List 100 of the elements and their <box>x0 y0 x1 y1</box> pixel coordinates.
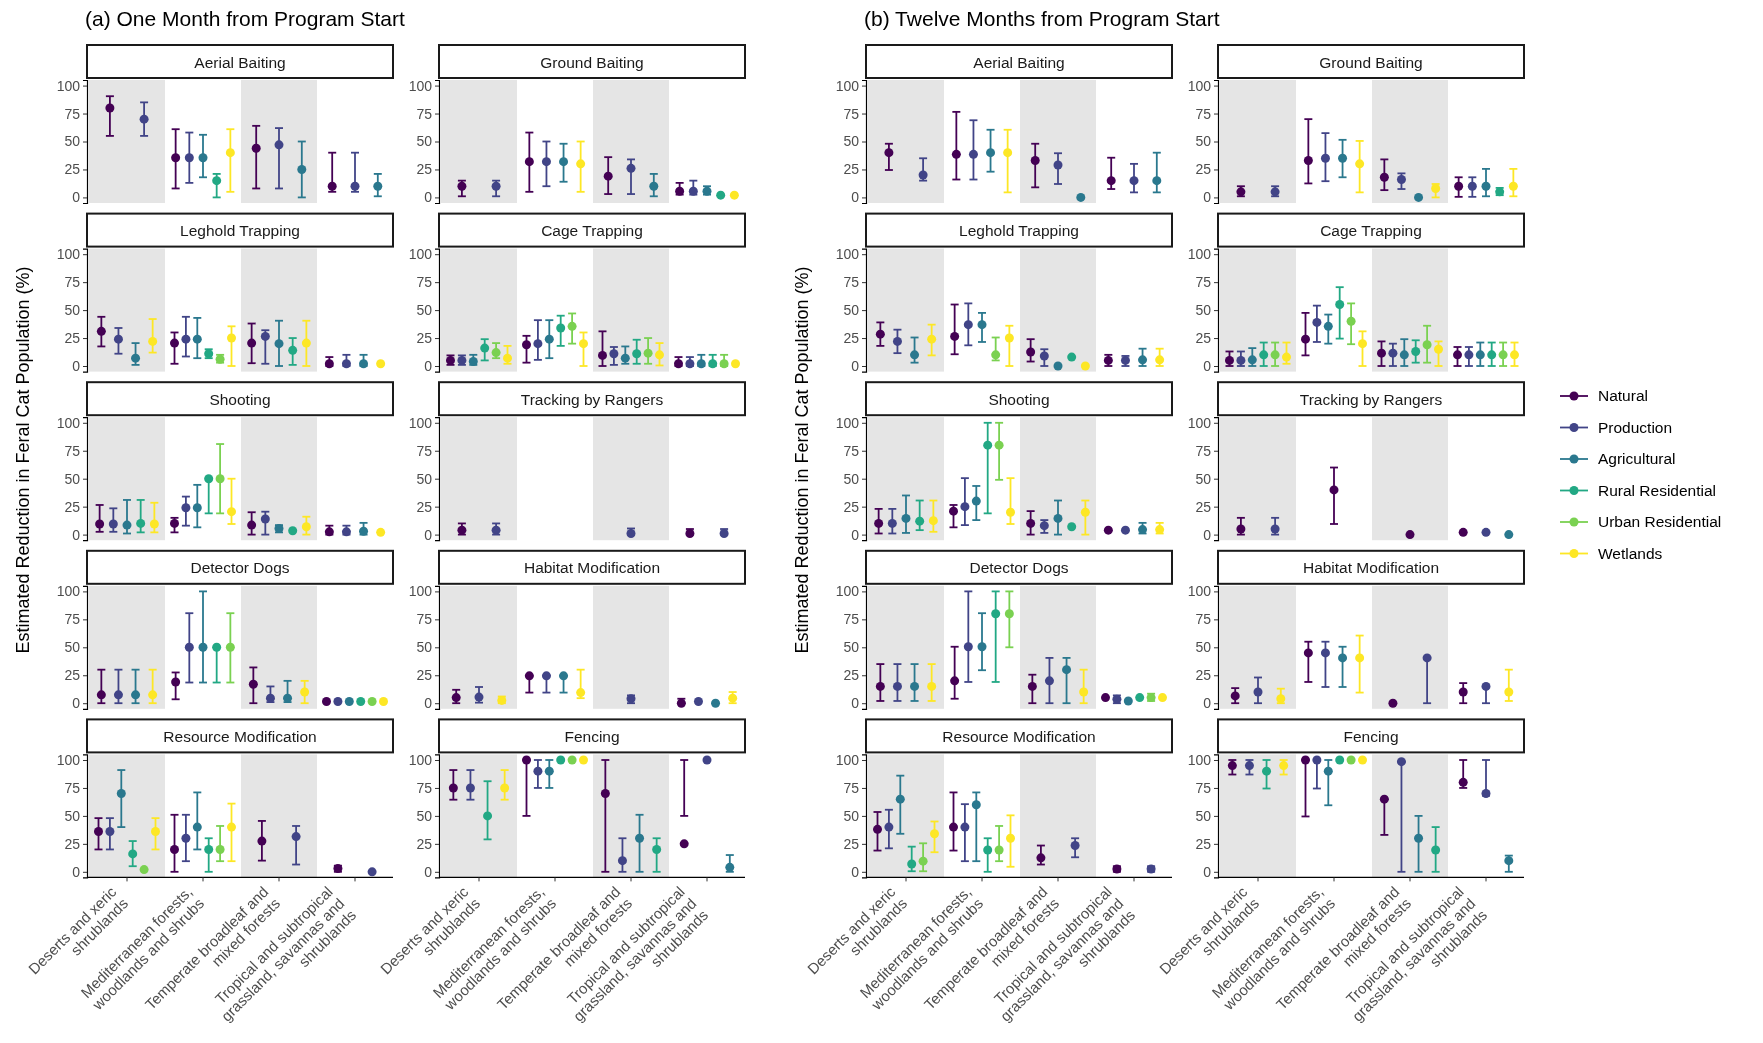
y-tick-label: 0 <box>851 357 860 374</box>
y-tick-label: 50 <box>416 302 433 319</box>
y-tick-label: 25 <box>416 835 433 852</box>
y-tick-label: 100 <box>56 583 81 600</box>
y-tick-label: 25 <box>64 161 81 178</box>
y-axis-title: Estimated Reduction in Feral Cat Population (%) <box>13 266 33 654</box>
y-tick-label: 100 <box>835 751 860 768</box>
legend-label: Rural Residential <box>1598 481 1717 499</box>
y-tick-label: 100 <box>408 414 433 431</box>
y-tick-label: 50 <box>1195 133 1212 150</box>
y-tick-label: 0 <box>424 526 433 543</box>
chart-title: Cage Trapping <box>1320 222 1422 240</box>
y-tick-label: 0 <box>424 695 433 712</box>
y-tick-label: 75 <box>1195 779 1212 796</box>
y-tick-label: 25 <box>1195 835 1212 852</box>
y-tick-label: 75 <box>64 274 81 291</box>
y-tick-label: 100 <box>408 751 433 768</box>
y-tick-label: 50 <box>416 133 433 150</box>
y-tick-label: 75 <box>1195 105 1212 122</box>
y-tick-label: 75 <box>416 611 433 628</box>
y-tick-label: 25 <box>416 330 433 347</box>
y-tick-label: 50 <box>1195 639 1212 656</box>
text: (b) Twelve Months from Program Start <box>864 7 1220 30</box>
y-tick-label: 75 <box>1195 274 1212 291</box>
y-tick-label: 75 <box>416 779 433 796</box>
y-tick-label: 50 <box>1195 470 1212 487</box>
legend-label: Natural <box>1598 387 1648 404</box>
y-tick-label: 100 <box>408 583 433 600</box>
y-tick-label: 75 <box>416 442 433 459</box>
y-tick-label: 0 <box>1203 695 1212 712</box>
y-tick-label: 0 <box>72 189 81 206</box>
y-tick-label: 25 <box>1195 667 1212 684</box>
y-tick-label: 25 <box>843 330 860 347</box>
y-tick-label: 100 <box>835 583 860 600</box>
y-tick-label: 0 <box>851 863 860 880</box>
chart-title: Fencing <box>564 727 620 745</box>
y-tick-label: 25 <box>843 667 860 684</box>
y-tick-label: 75 <box>843 105 860 122</box>
chart-title: Habitat Modification <box>523 559 661 577</box>
y-tick-label: 0 <box>424 863 433 880</box>
chart-title: Ground Baiting <box>540 53 644 71</box>
y-tick-label: 75 <box>843 779 860 796</box>
y-tick-label: 100 <box>1187 583 1212 600</box>
legend-label: Wetlands <box>1598 544 1663 562</box>
y-tick-label: 25 <box>843 498 860 515</box>
y-tick-label: 0 <box>1203 526 1212 543</box>
y-tick-label: 50 <box>843 133 860 150</box>
chart-title: Resource Modification <box>163 727 317 745</box>
legend-label: Urban Residential <box>1598 513 1722 530</box>
y-tick-label: 50 <box>843 302 860 319</box>
y-tick-label: 75 <box>843 611 860 628</box>
chart-title: Habitat Modification <box>1302 559 1440 577</box>
y-tick-label: 50 <box>843 470 860 487</box>
y-tick-label: 50 <box>64 133 81 150</box>
y-tick-label: 50 <box>843 807 860 824</box>
y-tick-label: 75 <box>64 779 81 796</box>
chart-title: Aerial Baiting <box>194 53 286 71</box>
y-tick-label: 0 <box>851 526 860 543</box>
y-tick-label: 50 <box>64 470 81 487</box>
y-tick-label: 25 <box>1195 161 1212 178</box>
chart-title: Leghold Trapping <box>959 222 1079 240</box>
y-tick-label: 50 <box>64 302 81 319</box>
y-tick-label: 100 <box>1187 751 1212 768</box>
y-tick-label: 75 <box>64 105 81 122</box>
y-tick-label: 25 <box>416 498 433 515</box>
y-tick-label: 100 <box>1187 414 1212 431</box>
y-tick-label: 100 <box>56 77 81 94</box>
y-tick-label: 25 <box>64 498 81 515</box>
y-tick-label: 100 <box>408 77 433 94</box>
y-tick-label: 100 <box>408 246 433 263</box>
y-tick-label: 25 <box>843 161 860 178</box>
y-tick-label: 25 <box>416 161 433 178</box>
y-tick-label: 75 <box>416 105 433 122</box>
legend-label: Production <box>1598 418 1673 436</box>
y-tick-label: 100 <box>56 414 81 431</box>
y-tick-label: 75 <box>64 611 81 628</box>
chart-title: Aerial Baiting <box>973 53 1065 71</box>
chart-title: Cage Trapping <box>541 222 643 240</box>
chart-title: Fencing <box>1343 727 1399 745</box>
y-tick-label: 100 <box>835 414 860 431</box>
y-tick-label: 75 <box>843 442 860 459</box>
y-tick-label: 25 <box>416 667 433 684</box>
y-tick-label: 0 <box>424 189 433 206</box>
y-tick-label: 50 <box>416 470 433 487</box>
chart-title: Detector Dogs <box>969 559 1069 577</box>
y-tick-label: 50 <box>1195 807 1212 824</box>
y-tick-label: 0 <box>1203 189 1212 206</box>
y-tick-label: 75 <box>1195 442 1212 459</box>
legend-label: Agricultural <box>1598 450 1676 467</box>
chart-title: Detector Dogs <box>190 559 290 577</box>
y-tick-label: 100 <box>56 246 81 263</box>
y-tick-label: 25 <box>843 835 860 852</box>
y-tick-label: 50 <box>416 639 433 656</box>
y-tick-label: 50 <box>843 639 860 656</box>
y-tick-label: 75 <box>1195 611 1212 628</box>
y-tick-label: 100 <box>56 751 81 768</box>
y-axis-title: Estimated Reduction in Feral Cat Population (%) <box>792 266 812 654</box>
y-tick-label: 0 <box>72 863 81 880</box>
y-tick-label: 100 <box>1187 77 1212 94</box>
y-tick-label: 75 <box>416 274 433 291</box>
